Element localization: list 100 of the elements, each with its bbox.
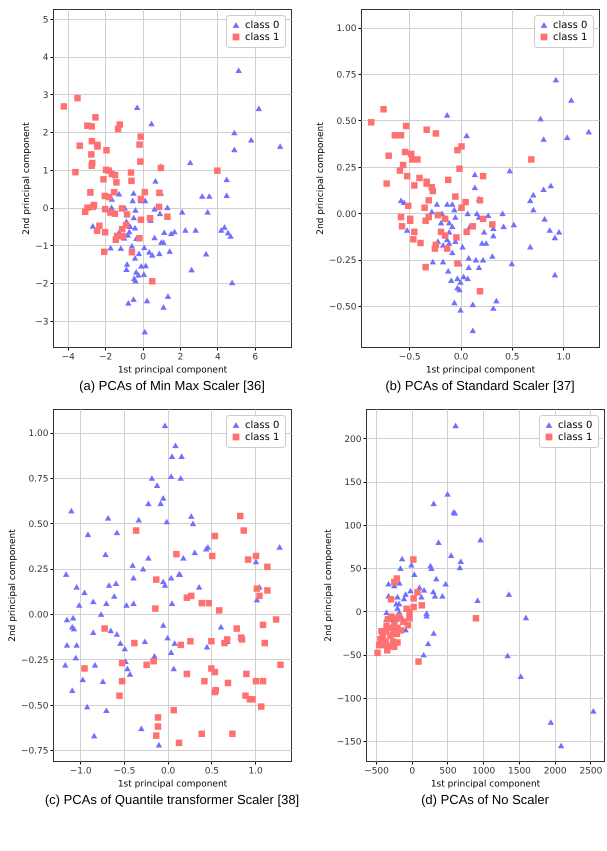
point xyxy=(237,512,244,520)
text: (d) PCAs of No Scaler xyxy=(421,792,550,807)
point xyxy=(452,193,459,200)
point xyxy=(394,630,400,638)
point xyxy=(423,126,430,133)
point xyxy=(432,130,440,137)
y-tick-label: 0 xyxy=(356,608,362,618)
y-tick-label: −50 xyxy=(342,651,362,662)
point xyxy=(224,680,232,686)
point xyxy=(410,236,417,243)
point xyxy=(254,585,260,592)
x-tick-label: 1000 xyxy=(472,766,496,776)
point xyxy=(404,202,412,210)
y-tick-label: 0.50 xyxy=(336,116,357,127)
point xyxy=(410,556,417,563)
point xyxy=(400,596,408,602)
point xyxy=(448,552,454,558)
point xyxy=(385,152,392,159)
point xyxy=(411,228,418,236)
point xyxy=(150,658,157,664)
point xyxy=(234,625,240,632)
point xyxy=(415,658,422,665)
point xyxy=(154,714,162,721)
text: (b) PCAs of Standard Scaler [37] xyxy=(385,378,575,393)
point xyxy=(385,580,392,587)
x-axis-title: 1st principal component xyxy=(118,780,228,790)
point xyxy=(208,638,215,644)
point xyxy=(212,668,218,676)
point xyxy=(480,216,486,222)
point xyxy=(590,708,597,714)
point xyxy=(477,536,484,542)
y-axis-title: 2nd principal component xyxy=(22,122,32,235)
point xyxy=(528,156,535,163)
point xyxy=(118,678,126,684)
x-tick-label: −4 xyxy=(62,352,76,362)
legend-label: class 0 xyxy=(553,20,588,31)
point xyxy=(392,132,398,139)
point xyxy=(398,223,406,230)
y-tick-label: −0.50 xyxy=(328,302,357,313)
x-axis-title: 1st principal component xyxy=(118,366,228,376)
point xyxy=(418,594,425,600)
point xyxy=(153,732,160,739)
x-tick-label: 0.5 xyxy=(204,766,220,776)
point xyxy=(522,614,530,620)
y-tick-label: 0.50 xyxy=(28,520,49,530)
point xyxy=(408,562,415,568)
point xyxy=(387,632,394,639)
y-tick-label: −0.25 xyxy=(20,656,48,666)
point xyxy=(418,602,425,609)
y-tick-label: 4 xyxy=(42,53,49,64)
point xyxy=(442,216,448,222)
y-tick-label: −0.75 xyxy=(20,746,48,757)
y-tick-label: −100 xyxy=(336,694,362,704)
point xyxy=(489,221,496,228)
point xyxy=(262,640,268,646)
point xyxy=(434,212,442,218)
point xyxy=(398,556,406,562)
y-axis-title: 2nd principal component xyxy=(324,528,334,642)
y-tick-label: 150 xyxy=(344,478,362,488)
point xyxy=(264,564,271,570)
x-tick-label: 2 xyxy=(178,352,184,362)
point xyxy=(380,106,387,113)
point xyxy=(432,593,438,599)
point xyxy=(404,622,412,628)
point xyxy=(198,600,205,606)
point xyxy=(187,638,194,644)
point xyxy=(458,143,465,150)
x-tick-label: 2500 xyxy=(579,766,603,776)
point xyxy=(264,587,271,594)
legend-label: class 1 xyxy=(558,432,592,443)
point xyxy=(456,165,463,172)
legend-label: class 1 xyxy=(553,32,588,43)
x-tick-label: 0.5 xyxy=(505,352,520,362)
legend-label: class 0 xyxy=(245,420,280,431)
legend-label: class 1 xyxy=(245,432,280,443)
point xyxy=(442,580,449,587)
point xyxy=(420,652,427,658)
text: (c) PCAs of Quantile transformer Scaler [38] xyxy=(44,792,300,807)
y-tick-label: 0.25 xyxy=(28,565,48,576)
point xyxy=(394,605,401,611)
point xyxy=(402,591,409,597)
point xyxy=(216,607,222,614)
y-axis-title: 2nd principal component xyxy=(316,122,326,235)
point xyxy=(201,678,208,684)
point xyxy=(410,595,417,602)
point xyxy=(435,539,442,545)
x-tick-label: 0 xyxy=(409,766,416,776)
point xyxy=(430,188,436,194)
x-tick-label: 4 xyxy=(214,352,221,362)
point xyxy=(453,234,460,241)
y-tick-label: 200 xyxy=(344,434,362,445)
x-tick-label: −1.0 xyxy=(70,766,92,776)
point xyxy=(474,597,481,603)
y-tick-label: 1.00 xyxy=(28,429,49,440)
point xyxy=(406,609,413,616)
point xyxy=(396,600,402,606)
point xyxy=(394,594,401,600)
y-tick-label: 2 xyxy=(42,128,48,139)
point xyxy=(244,556,252,563)
point xyxy=(397,565,404,571)
